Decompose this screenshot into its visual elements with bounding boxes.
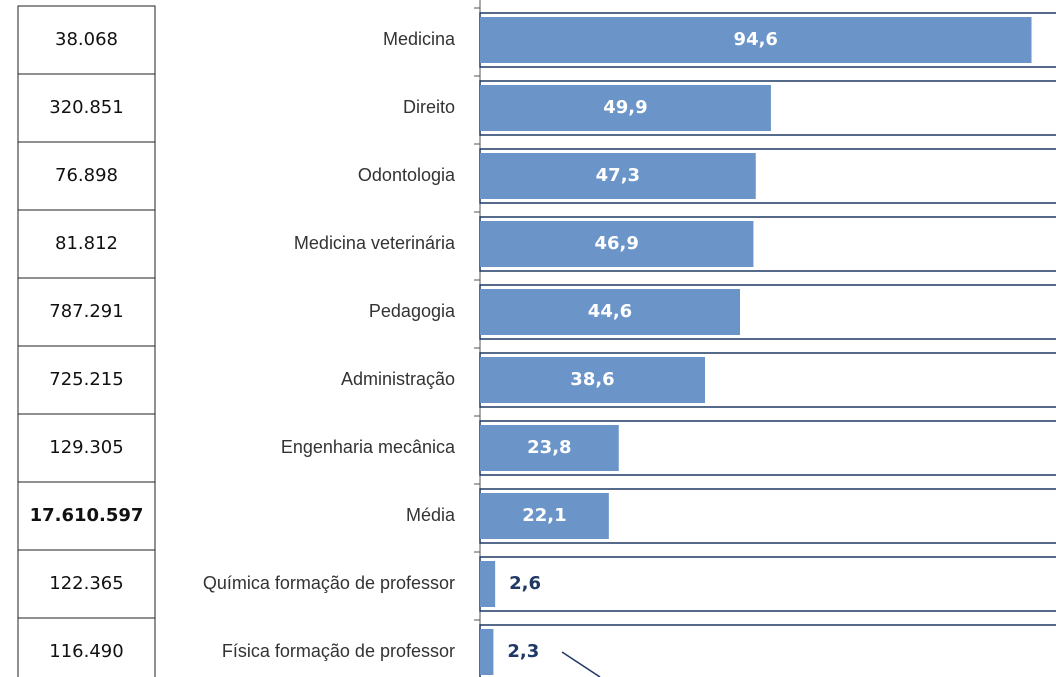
table-cell (17, 141, 156, 211)
row-box (479, 556, 1056, 612)
table-cell (17, 617, 156, 677)
table-value: 725.215 (49, 369, 123, 390)
bar (480, 17, 1032, 63)
bar (480, 425, 619, 471)
table-value: 320.851 (49, 97, 123, 118)
bar (480, 357, 706, 403)
value-label: 49,9 (603, 97, 647, 118)
bar (480, 85, 771, 131)
table-cell (17, 413, 156, 483)
table-cell (17, 481, 156, 551)
category-label: Administração (341, 369, 455, 389)
value-label: 22,1 (522, 505, 566, 526)
row-box (479, 624, 1056, 677)
table-cell (17, 277, 156, 347)
value-label: 23,8 (527, 437, 571, 458)
bar (480, 493, 609, 539)
category-label: Medicina veterinária (294, 233, 456, 253)
table-value: 38.068 (55, 29, 118, 50)
category-label: Engenharia mecânica (281, 437, 456, 457)
value-label: 2,6 (509, 573, 541, 594)
table-value: 76.898 (55, 165, 118, 186)
table-value: 122.365 (49, 573, 123, 594)
table-cell (17, 549, 156, 619)
bar (480, 153, 756, 199)
category-label: Direito (403, 97, 455, 117)
value-label: 44,6 (588, 301, 632, 322)
table-cell (17, 5, 156, 75)
value-label: 38,6 (570, 369, 614, 390)
bar (480, 221, 754, 267)
table-value: 787.291 (49, 301, 123, 322)
table-value: 17.610.597 (30, 505, 144, 526)
bar (480, 561, 496, 607)
table-value: 116.490 (49, 641, 123, 662)
table-value: 129.305 (49, 437, 123, 458)
value-label: 46,9 (595, 233, 639, 254)
category-label: Física formação de professor (222, 641, 455, 661)
value-label: 94,6 (734, 29, 778, 50)
value-label: 47,3 (596, 165, 640, 186)
table-value: 81.812 (55, 233, 118, 254)
arrow (561, 651, 601, 677)
category-label: Química formação de professor (203, 573, 455, 593)
bar (480, 629, 494, 675)
table-cell (17, 209, 156, 279)
table-cell (17, 345, 156, 415)
bar (480, 289, 741, 335)
category-label: Medicina (383, 29, 456, 49)
category-label: Odontologia (358, 165, 456, 185)
category-label: Pedagogia (369, 301, 456, 321)
value-label: 2,3 (507, 641, 539, 662)
category-label: Média (406, 505, 456, 525)
table-cell (17, 73, 156, 143)
